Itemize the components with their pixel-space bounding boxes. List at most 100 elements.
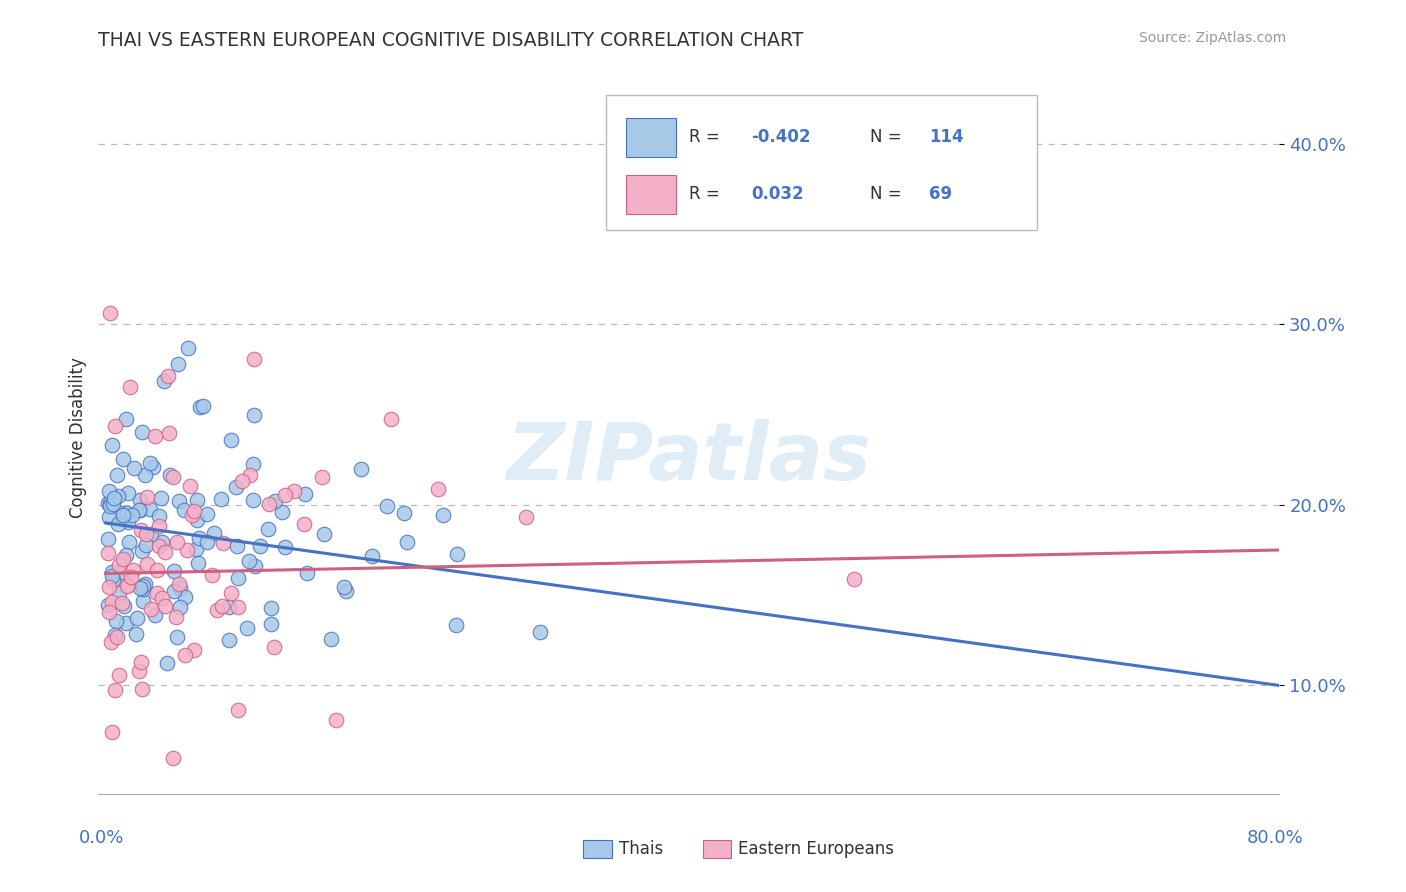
Point: [218, 599, 240, 614]
Point: [117, 515, 139, 529]
Point: [176, 542, 198, 557]
Point: [321, 632, 343, 646]
Point: [259, 497, 281, 511]
Point: [360, 549, 382, 563]
Point: [98, 499, 121, 513]
Point: [105, 630, 128, 644]
Text: -0.402: -0.402: [752, 128, 811, 146]
Point: [169, 582, 191, 596]
Point: [105, 468, 128, 483]
Point: [165, 610, 187, 624]
Point: [260, 617, 283, 632]
Point: [129, 492, 152, 507]
Point: [186, 493, 208, 508]
Point: [219, 586, 242, 600]
Point: [101, 595, 124, 609]
Point: [139, 501, 162, 516]
Point: [314, 527, 336, 541]
Point: [117, 577, 139, 591]
Point: [249, 539, 271, 553]
Point: [142, 459, 165, 474]
Point: [128, 582, 150, 596]
Point: [108, 668, 131, 682]
Point: [136, 557, 159, 571]
Point: [103, 491, 125, 505]
Point: [263, 640, 285, 655]
Point: [104, 418, 127, 433]
Point: [136, 490, 159, 504]
Point: [153, 545, 176, 559]
Point: [380, 411, 402, 425]
Point: [335, 583, 357, 598]
Point: [143, 428, 166, 442]
Point: [239, 467, 262, 482]
Point: [134, 577, 156, 591]
Point: [225, 480, 247, 494]
Text: 69: 69: [929, 186, 952, 203]
Point: [131, 544, 153, 558]
Point: [128, 503, 150, 517]
Point: [124, 626, 146, 640]
Point: [186, 513, 208, 527]
Point: [114, 615, 136, 630]
Point: [129, 503, 152, 517]
Point: [193, 399, 215, 413]
Point: [135, 538, 157, 552]
Point: [294, 487, 316, 501]
Point: [396, 535, 419, 549]
Point: [166, 534, 188, 549]
Point: [163, 564, 186, 578]
Text: 114: 114: [929, 128, 963, 146]
Point: [204, 526, 226, 541]
Point: [107, 489, 129, 503]
Point: [112, 508, 135, 522]
Text: Eastern Europeans: Eastern Europeans: [738, 840, 894, 858]
Point: [444, 618, 467, 632]
Point: [103, 497, 125, 511]
Point: [159, 467, 181, 482]
Point: [150, 491, 173, 505]
Point: [118, 535, 141, 549]
Point: [432, 508, 454, 523]
Point: [333, 580, 356, 594]
Text: N =: N =: [870, 128, 907, 146]
Point: [104, 614, 127, 628]
Point: [183, 503, 205, 517]
Point: [156, 369, 179, 384]
Point: [271, 504, 294, 518]
Point: [150, 591, 173, 606]
Point: [98, 509, 121, 524]
Point: [167, 577, 190, 591]
Point: [225, 539, 247, 553]
Point: [155, 656, 177, 670]
Point: [131, 655, 153, 669]
Point: [117, 506, 139, 520]
Point: [143, 607, 166, 622]
Point: [131, 425, 153, 439]
Point: [226, 703, 249, 717]
Point: [179, 479, 201, 493]
Point: [100, 635, 122, 649]
Y-axis label: Cognitive Disability: Cognitive Disability: [69, 357, 87, 517]
Point: [350, 461, 373, 475]
Point: [115, 548, 138, 562]
Point: [238, 554, 260, 568]
Point: [141, 602, 163, 616]
Point: [98, 306, 121, 320]
Point: [209, 491, 232, 506]
Point: [112, 552, 135, 566]
Point: [146, 586, 169, 600]
Point: [243, 352, 266, 367]
Point: [295, 566, 318, 581]
Point: [132, 582, 155, 596]
Point: [115, 579, 138, 593]
Point: [243, 558, 266, 573]
Point: [108, 558, 131, 573]
Point: [207, 603, 229, 617]
Point: [226, 599, 249, 614]
Point: [101, 725, 124, 739]
Point: [127, 611, 149, 625]
Point: [148, 539, 170, 553]
Point: [131, 681, 153, 696]
Point: [97, 496, 120, 510]
